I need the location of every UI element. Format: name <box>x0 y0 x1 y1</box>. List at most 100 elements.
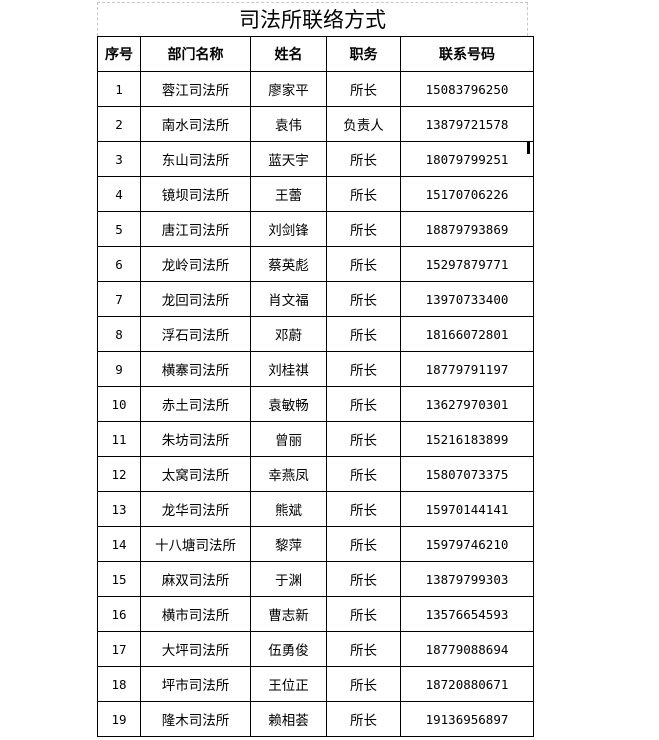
cell-phone: 18166072801 <box>400 316 534 352</box>
cell-index: 3 <box>97 141 141 177</box>
cell-index: 6 <box>97 246 141 282</box>
table-row: 8 浮石司法所 邓蔚 所长 18166072801 <box>97 316 534 352</box>
cell-index: 19 <box>97 701 141 737</box>
table-row: 3 东山司法所 蓝天宇 所长 18079799251 <box>97 141 534 177</box>
table-row: 16 横市司法所 曹志新 所长 13576654593 <box>97 596 534 632</box>
cell-position: 所长 <box>326 631 401 667</box>
cell-department: 唐江司法所 <box>140 211 251 247</box>
cell-phone: 15807073375 <box>400 456 534 492</box>
cell-index: 11 <box>97 421 141 457</box>
cell-position: 所长 <box>326 666 401 702</box>
cell-position: 所长 <box>326 526 401 562</box>
cell-name: 蔡英彪 <box>250 246 327 282</box>
cell-position: 所长 <box>326 281 401 317</box>
cell-phone: 13576654593 <box>400 596 534 632</box>
header-index: 序号 <box>97 36 141 72</box>
cell-position: 所长 <box>326 351 401 387</box>
cell-name: 蓝天宇 <box>250 141 327 177</box>
cell-name: 赖相荟 <box>250 701 327 737</box>
cell-index: 9 <box>97 351 141 387</box>
table-row: 6 龙岭司法所 蔡英彪 所长 15297879771 <box>97 246 534 282</box>
table-row: 12 太窝司法所 幸燕凤 所长 15807073375 <box>97 456 534 492</box>
cell-index: 13 <box>97 491 141 527</box>
cell-department: 隆木司法所 <box>140 701 251 737</box>
table-row: 15 麻双司法所 于渊 所长 13879799303 <box>97 561 534 597</box>
table-row: 2 南水司法所 袁伟 负责人 13879721578 <box>97 106 534 142</box>
cell-name: 曾丽 <box>250 421 327 457</box>
cell-phone: 13970733400 <box>400 281 534 317</box>
header-name: 姓名 <box>250 36 327 72</box>
cell-position: 所长 <box>326 386 401 422</box>
cell-index: 5 <box>97 211 141 247</box>
cell-index: 4 <box>97 176 141 212</box>
cell-position: 所长 <box>326 456 401 492</box>
table-row: 4 镜坝司法所 王蕾 所长 15170706226 <box>97 176 534 212</box>
cell-department: 横市司法所 <box>140 596 251 632</box>
cell-phone: 19136956897 <box>400 701 534 737</box>
cell-name: 王蕾 <box>250 176 327 212</box>
cell-index: 15 <box>97 561 141 597</box>
cell-phone: 18779088694 <box>400 631 534 667</box>
table-row: 17 大坪司法所 伍勇俊 所长 18779088694 <box>97 631 534 667</box>
cell-name: 熊斌 <box>250 491 327 527</box>
cell-department: 蓉江司法所 <box>140 71 251 107</box>
table-row: 1 蓉江司法所 廖家平 所长 15083796250 <box>97 71 534 107</box>
cell-department: 大坪司法所 <box>140 631 251 667</box>
table-row: 14 十八塘司法所 黎萍 所长 15979746210 <box>97 526 534 562</box>
cell-position: 所长 <box>326 176 401 212</box>
cell-name: 邓蔚 <box>250 316 327 352</box>
cell-phone: 15297879771 <box>400 246 534 282</box>
cell-name: 刘剑锋 <box>250 211 327 247</box>
table-row: 5 唐江司法所 刘剑锋 所长 18879793869 <box>97 211 534 247</box>
cell-phone: 15083796250 <box>400 71 534 107</box>
cell-phone: 18879793869 <box>400 211 534 247</box>
cell-department: 麻双司法所 <box>140 561 251 597</box>
cell-department: 南水司法所 <box>140 106 251 142</box>
table-row: 7 龙回司法所 肖文福 所长 13970733400 <box>97 281 534 317</box>
cell-index: 10 <box>97 386 141 422</box>
cell-position: 所长 <box>326 421 401 457</box>
cell-department: 龙岭司法所 <box>140 246 251 282</box>
cell-name: 袁伟 <box>250 106 327 142</box>
cell-position: 所长 <box>326 71 401 107</box>
cell-department: 朱坊司法所 <box>140 421 251 457</box>
cell-department: 龙华司法所 <box>140 491 251 527</box>
cell-name: 肖文福 <box>250 281 327 317</box>
table-row: 18 坪市司法所 王位正 所长 18720880671 <box>97 666 534 702</box>
cell-phone: 18079799251 <box>400 141 534 177</box>
table-row: 10 赤土司法所 袁敏畅 所长 13627970301 <box>97 386 534 422</box>
cell-phone: 15170706226 <box>400 176 534 212</box>
cell-index: 12 <box>97 456 141 492</box>
cell-position: 所长 <box>326 701 401 737</box>
cell-position: 所长 <box>326 316 401 352</box>
cell-position: 所长 <box>326 596 401 632</box>
cell-name: 廖家平 <box>250 71 327 107</box>
table-header-row: 序号 部门名称 姓名 职务 联系号码 <box>97 36 534 72</box>
cell-index: 2 <box>97 106 141 142</box>
cell-name: 王位正 <box>250 666 327 702</box>
cell-index: 1 <box>97 71 141 107</box>
cell-department: 龙回司法所 <box>140 281 251 317</box>
cell-index: 18 <box>97 666 141 702</box>
cell-index: 14 <box>97 526 141 562</box>
cell-phone: 13627970301 <box>400 386 534 422</box>
header-department: 部门名称 <box>140 36 251 72</box>
cell-department: 赤土司法所 <box>140 386 251 422</box>
table-row: 19 隆木司法所 赖相荟 所长 19136956897 <box>97 701 534 737</box>
cell-department: 浮石司法所 <box>140 316 251 352</box>
cell-department: 太窝司法所 <box>140 456 251 492</box>
text-cursor <box>527 142 530 154</box>
cell-name: 幸燕凤 <box>250 456 327 492</box>
table-row: 11 朱坊司法所 曾丽 所长 15216183899 <box>97 421 534 457</box>
cell-index: 8 <box>97 316 141 352</box>
cell-name: 袁敏畅 <box>250 386 327 422</box>
table-row: 9 横寨司法所 刘桂祺 所长 18779791197 <box>97 351 534 387</box>
cell-name: 曹志新 <box>250 596 327 632</box>
cell-index: 16 <box>97 596 141 632</box>
document-title: 司法所联络方式 <box>97 2 528 36</box>
cell-name: 于渊 <box>250 561 327 597</box>
cell-position: 所长 <box>326 246 401 282</box>
cell-department: 东山司法所 <box>140 141 251 177</box>
cell-phone: 15216183899 <box>400 421 534 457</box>
cell-phone: 15979746210 <box>400 526 534 562</box>
